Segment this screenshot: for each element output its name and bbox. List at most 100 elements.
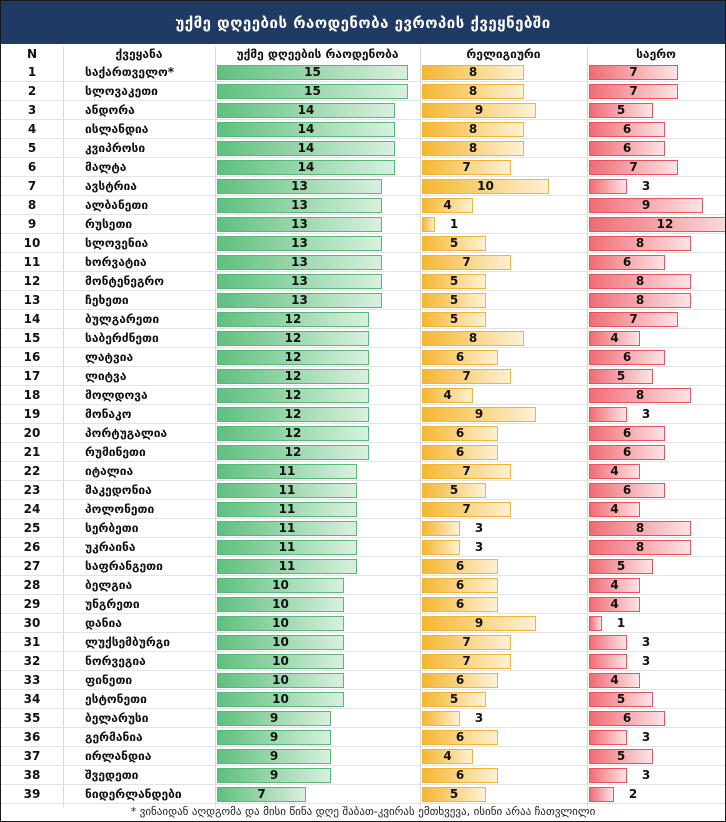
country-name: კვიპროსი [85, 141, 146, 155]
table-row: 21 რუმინეთი 12 6 6 [1, 443, 725, 462]
secular-bar [589, 464, 640, 479]
religious-bar [422, 635, 511, 650]
religious-bar [422, 464, 511, 479]
secular-bar [589, 426, 665, 441]
total-bar [217, 141, 395, 156]
secular-value-label: 3 [641, 179, 651, 193]
country-name: ბელარუსი [85, 711, 149, 725]
religious-bar [422, 521, 460, 536]
total-value-label: 10 [272, 654, 289, 668]
total-bar [217, 559, 357, 574]
row-number: 2 [27, 84, 37, 98]
religious-bar [422, 84, 524, 99]
row-number: 14 [23, 312, 41, 326]
total-bar [217, 103, 395, 118]
row-number: 20 [23, 426, 41, 440]
row-number: 6 [27, 160, 37, 174]
table-row: 5 კვიპროსი 14 8 6 [1, 139, 725, 158]
total-bar [217, 122, 395, 137]
row-divider [1, 746, 725, 747]
table-row: 27 საფრანგეთი 11 6 5 [1, 557, 725, 576]
row-number: 29 [23, 597, 41, 611]
total-value-label: 13 [291, 274, 308, 288]
total-value-label: 11 [278, 521, 296, 535]
religious-value-label: 5 [449, 274, 459, 288]
header-religious: რელიგიური [466, 47, 541, 61]
secular-bar [589, 255, 665, 270]
religious-bar [422, 768, 498, 783]
secular-bar [589, 730, 627, 745]
religious-bar [422, 445, 498, 460]
religious-bar [422, 692, 486, 707]
religious-value-label: 6 [455, 673, 465, 687]
row-number: 18 [23, 388, 41, 402]
religious-value-label: 5 [449, 787, 459, 801]
total-bar [217, 787, 306, 802]
row-divider [1, 119, 725, 120]
secular-bar [589, 65, 678, 80]
total-value-label: 13 [291, 236, 308, 250]
row-number: 21 [23, 445, 41, 459]
religious-value-label: 3 [474, 521, 484, 535]
religious-value-label: 7 [462, 502, 471, 516]
religious-bar [422, 236, 486, 251]
total-value-label: 12 [284, 312, 302, 326]
religious-value-label: 5 [449, 293, 459, 307]
total-value-label: 13 [291, 293, 308, 307]
country-name: მაკედონია [85, 483, 152, 497]
country-name: პოლონეთი [85, 502, 155, 516]
total-value-label: 14 [297, 160, 315, 174]
secular-bar [589, 445, 665, 460]
total-bar [217, 749, 331, 764]
country-name: ავსტრია [85, 179, 137, 193]
total-value-label: 10 [272, 578, 289, 592]
row-divider [1, 100, 725, 101]
religious-value-label: 6 [455, 578, 465, 592]
country-name: ანდორა [85, 103, 135, 117]
religious-value-label: 4 [443, 388, 452, 402]
table-row: 7 ავსტრია 13 10 3 [1, 177, 725, 196]
row-divider [1, 537, 725, 538]
row-divider [1, 138, 725, 139]
secular-bar [589, 236, 691, 251]
total-bar [217, 369, 369, 384]
row-divider [1, 765, 725, 766]
row-number: 33 [23, 673, 41, 687]
secular-value-label: 8 [635, 293, 645, 307]
country-name: მოლდოვა [85, 388, 148, 402]
secular-bar [589, 160, 678, 175]
total-value-label: 12 [284, 426, 302, 440]
religious-bar [422, 331, 524, 346]
secular-bar [589, 388, 691, 403]
secular-value-label: 7 [629, 65, 638, 79]
total-bar [217, 483, 357, 498]
total-bar [217, 730, 331, 745]
table-row: 13 ჩეხეთი 13 5 8 [1, 291, 725, 310]
total-value-label: 10 [272, 616, 289, 630]
table-row: 16 ლატვია 12 6 6 [1, 348, 725, 367]
total-value-label: 11 [278, 540, 296, 554]
country-name: უკრაინა [85, 540, 136, 554]
row-divider [1, 461, 725, 462]
total-bar [217, 407, 369, 422]
secular-bar [589, 787, 614, 802]
total-value-label: 9 [269, 768, 279, 782]
secular-value-label: 6 [622, 255, 632, 269]
total-bar [217, 673, 344, 688]
column-divider [215, 46, 216, 807]
country-name: სლოვენია [85, 236, 149, 250]
country-name: საქართველო* [85, 65, 175, 79]
country-name: ესტონეთი [85, 692, 147, 706]
row-number: 23 [23, 483, 41, 497]
religious-value-label: 5 [449, 483, 459, 497]
total-bar [217, 502, 357, 517]
religious-bar [422, 407, 536, 422]
secular-bar [589, 578, 640, 593]
table-row: 33 ფინეთი 10 6 4 [1, 671, 725, 690]
secular-bar [589, 673, 640, 688]
total-bar [217, 692, 344, 707]
row-divider [1, 366, 725, 367]
religious-bar [422, 540, 460, 555]
row-number: 22 [23, 464, 41, 478]
